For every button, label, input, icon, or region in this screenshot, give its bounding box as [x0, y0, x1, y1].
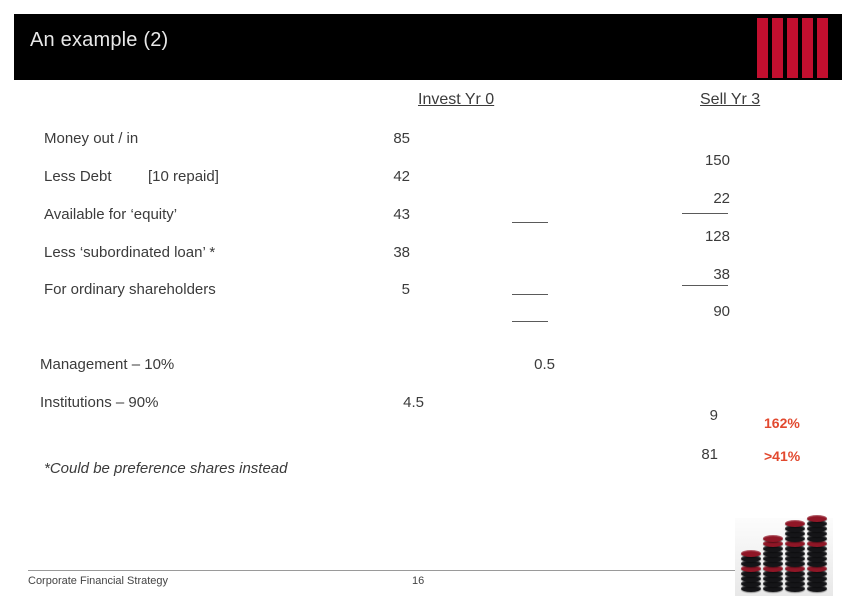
footer-divider	[28, 570, 736, 571]
invest-value-money-out: 85	[393, 130, 410, 147]
sell-value-150: 150	[704, 152, 730, 169]
row-label-less-debt: Less Debt	[44, 168, 112, 185]
row-label-available-equity: Available for ‘equity’	[44, 206, 178, 223]
page-number: 16	[412, 575, 425, 587]
row-label-money-out: Money out / in	[44, 130, 139, 147]
title-bar: An example (2)	[14, 14, 842, 80]
sell-value-22: 22	[713, 190, 730, 207]
column-header-sell-yr3: Sell Yr 3	[700, 91, 761, 108]
row-note-repaid: [10 repaid]	[148, 168, 219, 185]
management-label: Management – 10%	[40, 356, 175, 373]
sum-rule	[682, 213, 728, 214]
column-header-invest-yr0: Invest Yr 0	[418, 91, 495, 108]
row-label-subordinated-loan: Less ‘subordinated loan’ *	[44, 244, 216, 261]
brand-stripes-icon	[757, 18, 828, 78]
sum-rule	[512, 321, 548, 322]
invest-value-ordinary-shareholders: 5	[401, 281, 410, 298]
sell-value-90: 90	[713, 303, 730, 320]
brand-stripe-icon	[787, 18, 798, 78]
management-sell-value: 9	[709, 407, 718, 424]
sum-rule	[512, 294, 548, 295]
coin-stacks-image	[735, 515, 833, 596]
brand-stripe-icon	[817, 18, 828, 78]
sum-rule	[512, 222, 548, 223]
invest-value-available-equity: 43	[393, 206, 410, 223]
brand-stripe-icon	[772, 18, 783, 78]
institutions-return-pct: >41%	[764, 448, 801, 464]
brand-stripe-icon	[802, 18, 813, 78]
sell-value-38: 38	[713, 266, 730, 283]
invest-value-subordinated-loan: 38	[393, 244, 410, 261]
institutions-sell-value: 81	[701, 446, 718, 463]
management-return-pct: 162%	[764, 415, 800, 431]
invest-value-less-debt: 42	[393, 168, 410, 185]
institutions-invest-value: 4.5	[403, 394, 424, 411]
footnote: *Could be preference shares instead	[44, 460, 288, 477]
management-invest-value: 0.5	[534, 356, 555, 373]
sell-value-128: 128	[704, 228, 730, 245]
brand-stripe-icon	[757, 18, 768, 78]
institutions-label: Institutions – 90%	[40, 394, 159, 411]
slide-title: An example (2)	[30, 29, 169, 51]
row-label-ordinary-shareholders: For ordinary shareholders	[44, 281, 216, 298]
sum-rule	[682, 285, 728, 286]
footer-course-title: Corporate Financial Strategy	[28, 575, 169, 587]
